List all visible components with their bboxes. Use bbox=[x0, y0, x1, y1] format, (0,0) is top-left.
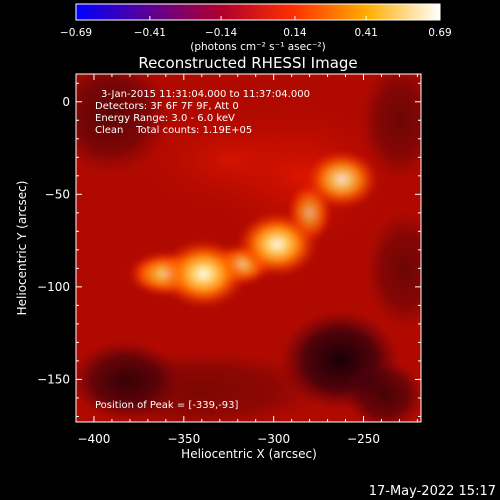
x-axis-label: Heliocentric X (arcsec) bbox=[181, 447, 317, 461]
y-tick-label: −150 bbox=[37, 372, 70, 386]
y-axis-label: Heliocentric Y (arcsec) bbox=[15, 181, 29, 316]
annotation-counts: Clean Total counts: 1.19E+05 bbox=[95, 125, 252, 136]
timestamp: 17-May-2022 15:17 bbox=[369, 484, 496, 499]
x-axis: −400 −350 −300 −250 bbox=[75, 74, 418, 446]
colorbar-tick-label: −0.41 bbox=[134, 27, 166, 39]
y-tick-label: −100 bbox=[37, 280, 70, 294]
colorbar-unit-label: (photons cm⁻² s⁻¹ asec⁻²) bbox=[190, 41, 325, 53]
emission-source bbox=[161, 240, 246, 308]
annotation-detectors: Detectors: 3F 6F 7F 9F, Att 0 bbox=[95, 101, 239, 112]
colorbar-tick-label: 0.41 bbox=[354, 27, 377, 39]
colorbar-tick-label: −0.14 bbox=[205, 27, 237, 39]
y-tick-label: 0 bbox=[62, 95, 70, 109]
annotation-time-range: 3-Jan-2015 11:31:04.000 to 11:37:04.000 bbox=[101, 89, 310, 100]
colorbar-ticks: −0.69 −0.41 −0.14 0.14 0.41 0.69 bbox=[60, 16, 452, 39]
emission-source bbox=[237, 212, 317, 277]
x-tick-label: −300 bbox=[257, 432, 290, 446]
colorbar-tick-label: 0.14 bbox=[283, 27, 307, 39]
heatmap-image bbox=[76, 74, 421, 422]
colorbar bbox=[75, 3, 441, 21]
x-tick-label: −400 bbox=[77, 432, 110, 446]
y-axis: 0 −50 −100 −150 bbox=[37, 82, 421, 417]
annotation-energy: Energy Range: 3.0 - 6.0 keV bbox=[95, 113, 235, 124]
colorbar-tick-label: 0.69 bbox=[428, 27, 451, 39]
emission-source bbox=[306, 150, 378, 209]
colorbar-tick-label: −0.69 bbox=[60, 27, 92, 39]
plot-frame bbox=[75, 73, 422, 423]
y-tick-label: −50 bbox=[45, 187, 70, 201]
chart-title: Reconstructed RHESSI Image bbox=[138, 54, 357, 72]
x-tick-label: −350 bbox=[167, 432, 200, 446]
annotation-peak-position: Position of Peak = [-339,-93] bbox=[95, 400, 239, 411]
x-tick-label: −250 bbox=[347, 432, 380, 446]
